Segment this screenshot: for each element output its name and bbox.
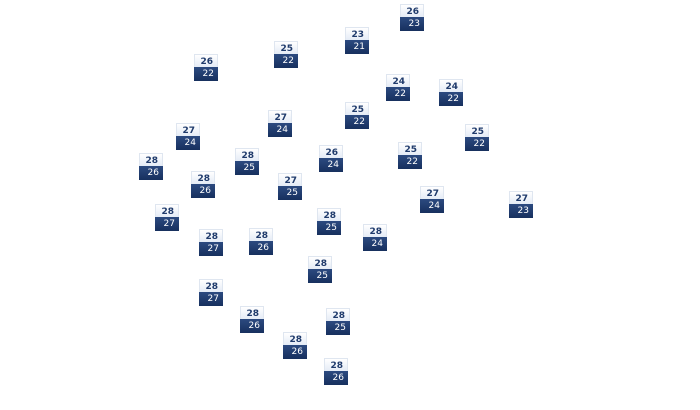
- temperature-marker[interactable]: 28 26: [240, 306, 264, 333]
- low-temperature: 26: [283, 345, 307, 359]
- temperature-marker[interactable]: 27 25: [278, 173, 302, 200]
- high-temperature: 28: [191, 171, 215, 184]
- high-temperature: 27: [509, 191, 533, 204]
- temperature-marker[interactable]: 27 23: [509, 191, 533, 218]
- temperature-marker[interactable]: 28 26: [139, 153, 163, 180]
- high-temperature: 26: [400, 4, 424, 17]
- temperature-marker[interactable]: 28 26: [324, 358, 348, 385]
- high-temperature: 28: [235, 148, 259, 161]
- temperature-marker[interactable]: 26 22: [194, 54, 218, 81]
- low-temperature: 26: [240, 319, 264, 333]
- temperature-marker[interactable]: 23 21: [345, 27, 369, 54]
- temperature-marker[interactable]: 28 26: [191, 171, 215, 198]
- temperature-marker[interactable]: 28 27: [155, 204, 179, 231]
- low-temperature: 22: [386, 87, 410, 101]
- low-temperature: 25: [235, 161, 259, 175]
- temperature-marker[interactable]: 27 24: [176, 123, 200, 150]
- low-temperature: 24: [319, 158, 343, 172]
- high-temperature: 27: [420, 186, 444, 199]
- high-temperature: 28: [139, 153, 163, 166]
- temperature-marker[interactable]: 25 22: [274, 41, 298, 68]
- temperature-marker[interactable]: 26 23: [400, 4, 424, 31]
- low-temperature: 24: [176, 136, 200, 150]
- low-temperature: 21: [345, 40, 369, 54]
- temperature-marker[interactable]: 28 26: [249, 228, 273, 255]
- temperature-marker[interactable]: 28 24: [363, 224, 387, 251]
- temperature-marker[interactable]: 28 25: [235, 148, 259, 175]
- high-temperature: 27: [176, 123, 200, 136]
- temperature-marker[interactable]: 28 27: [199, 279, 223, 306]
- low-temperature: 25: [308, 269, 332, 283]
- high-temperature: 26: [194, 54, 218, 67]
- high-temperature: 28: [317, 208, 341, 221]
- high-temperature: 28: [326, 308, 350, 321]
- low-temperature: 22: [194, 67, 218, 81]
- high-temperature: 28: [283, 332, 307, 345]
- low-temperature: 22: [465, 137, 489, 151]
- temperature-marker[interactable]: 24 22: [386, 74, 410, 101]
- high-temperature: 28: [249, 228, 273, 241]
- low-temperature: 24: [363, 237, 387, 251]
- temperature-marker[interactable]: 26 24: [319, 145, 343, 172]
- low-temperature: 25: [278, 186, 302, 200]
- low-temperature: 22: [398, 155, 422, 169]
- high-temperature: 24: [386, 74, 410, 87]
- temperature-marker[interactable]: 25 22: [398, 142, 422, 169]
- low-temperature: 23: [509, 204, 533, 218]
- temperature-marker[interactable]: 28 25: [308, 256, 332, 283]
- high-temperature: 25: [465, 124, 489, 137]
- temperature-marker[interactable]: 28 25: [317, 208, 341, 235]
- high-temperature: 28: [308, 256, 332, 269]
- low-temperature: 26: [139, 166, 163, 180]
- high-temperature: 28: [363, 224, 387, 237]
- temperature-marker[interactable]: 27 24: [268, 110, 292, 137]
- high-temperature: 27: [278, 173, 302, 186]
- high-temperature: 28: [155, 204, 179, 217]
- high-temperature: 28: [199, 279, 223, 292]
- high-temperature: 25: [398, 142, 422, 155]
- high-temperature: 28: [324, 358, 348, 371]
- high-temperature: 28: [240, 306, 264, 319]
- low-temperature: 27: [199, 292, 223, 306]
- low-temperature: 22: [274, 54, 298, 68]
- temperature-marker[interactable]: 28 27: [199, 229, 223, 256]
- low-temperature: 26: [249, 241, 273, 255]
- temperature-marker[interactable]: 28 26: [283, 332, 307, 359]
- high-temperature: 27: [268, 110, 292, 123]
- high-temperature: 28: [199, 229, 223, 242]
- high-temperature: 25: [274, 41, 298, 54]
- temperature-marker[interactable]: 24 22: [439, 79, 463, 106]
- low-temperature: 25: [317, 221, 341, 235]
- high-temperature: 25: [345, 102, 369, 115]
- temperature-marker[interactable]: 28 25: [326, 308, 350, 335]
- low-temperature: 24: [420, 199, 444, 213]
- low-temperature: 27: [155, 217, 179, 231]
- low-temperature: 27: [199, 242, 223, 256]
- high-temperature: 26: [319, 145, 343, 158]
- high-temperature: 24: [439, 79, 463, 92]
- low-temperature: 24: [268, 123, 292, 137]
- temperature-marker[interactable]: 25 22: [345, 102, 369, 129]
- low-temperature: 22: [439, 92, 463, 106]
- low-temperature: 22: [345, 115, 369, 129]
- temperature-marker[interactable]: 27 24: [420, 186, 444, 213]
- low-temperature: 23: [400, 17, 424, 31]
- low-temperature: 25: [326, 321, 350, 335]
- low-temperature: 26: [324, 371, 348, 385]
- high-temperature: 23: [345, 27, 369, 40]
- low-temperature: 26: [191, 184, 215, 198]
- temperature-marker[interactable]: 25 22: [465, 124, 489, 151]
